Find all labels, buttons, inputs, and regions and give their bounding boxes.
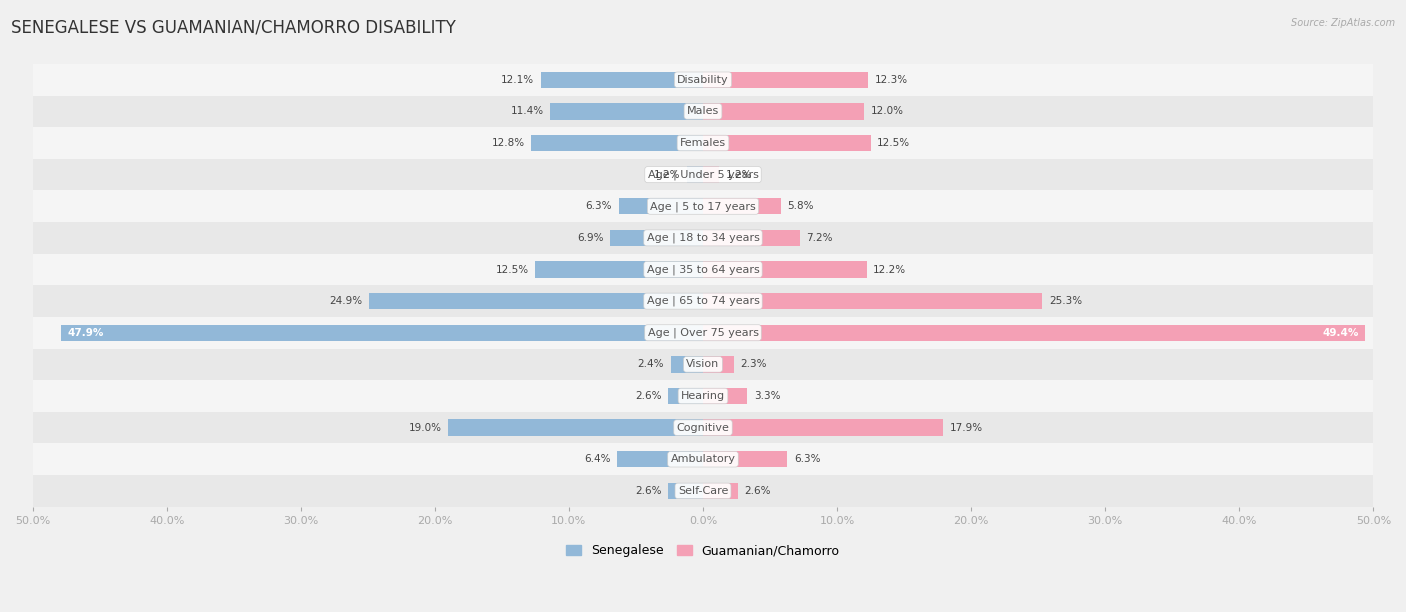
Bar (32, 444, 1374, 475)
Bar (703, 72, 868, 88)
Bar (32, 127, 1374, 159)
Bar (32, 190, 1374, 222)
Text: Females: Females (681, 138, 725, 148)
Text: Ambulatory: Ambulatory (671, 454, 735, 465)
Bar (688, 166, 703, 183)
Bar (32, 159, 1374, 190)
Bar (32, 349, 1374, 380)
Text: 2.6%: 2.6% (636, 486, 661, 496)
Text: Age | 65 to 74 years: Age | 65 to 74 years (647, 296, 759, 307)
Text: Vision: Vision (686, 359, 720, 370)
Bar (703, 293, 1042, 309)
Bar (32, 475, 1374, 507)
Text: 2.6%: 2.6% (636, 391, 661, 401)
Bar (703, 451, 787, 468)
Text: 2.6%: 2.6% (745, 486, 770, 496)
Bar (610, 230, 703, 246)
Bar (60, 324, 703, 341)
Bar (703, 388, 747, 404)
Bar (619, 198, 703, 214)
Text: 6.9%: 6.9% (578, 233, 603, 243)
Text: Self-Care: Self-Care (678, 486, 728, 496)
Bar (32, 380, 1374, 412)
Bar (668, 483, 703, 499)
Text: Disability: Disability (678, 75, 728, 85)
Text: 2.4%: 2.4% (637, 359, 664, 370)
Text: 11.4%: 11.4% (510, 106, 544, 116)
Bar (703, 103, 863, 119)
Bar (32, 254, 1374, 285)
Text: 2.3%: 2.3% (741, 359, 768, 370)
Bar (617, 451, 703, 468)
Text: Age | Under 5 years: Age | Under 5 years (648, 170, 758, 180)
Bar (703, 166, 718, 183)
Text: 1.2%: 1.2% (654, 170, 681, 180)
Text: 1.2%: 1.2% (725, 170, 752, 180)
Bar (32, 64, 1374, 95)
Text: SENEGALESE VS GUAMANIAN/CHAMORRO DISABILITY: SENEGALESE VS GUAMANIAN/CHAMORRO DISABIL… (11, 18, 456, 36)
Text: 5.8%: 5.8% (787, 201, 814, 211)
Text: 19.0%: 19.0% (409, 423, 441, 433)
Text: Cognitive: Cognitive (676, 423, 730, 433)
Text: 12.2%: 12.2% (873, 264, 907, 275)
Text: Source: ZipAtlas.com: Source: ZipAtlas.com (1291, 18, 1395, 28)
Bar (671, 356, 703, 373)
Text: 12.5%: 12.5% (877, 138, 911, 148)
Text: 7.2%: 7.2% (806, 233, 832, 243)
Bar (703, 198, 780, 214)
Bar (703, 324, 1365, 341)
Bar (668, 388, 703, 404)
Text: 6.4%: 6.4% (583, 454, 610, 465)
Text: 17.9%: 17.9% (949, 423, 983, 433)
Bar (541, 72, 703, 88)
Text: 6.3%: 6.3% (585, 201, 612, 211)
Bar (703, 261, 866, 278)
Bar (32, 317, 1374, 349)
Bar (550, 103, 703, 119)
Bar (32, 412, 1374, 444)
Bar (531, 135, 703, 151)
Text: 12.1%: 12.1% (501, 75, 534, 85)
Text: 12.5%: 12.5% (495, 264, 529, 275)
Text: 3.3%: 3.3% (754, 391, 780, 401)
Text: 12.0%: 12.0% (870, 106, 904, 116)
Bar (703, 230, 800, 246)
Text: 24.9%: 24.9% (329, 296, 363, 306)
Text: Hearing: Hearing (681, 391, 725, 401)
Bar (703, 483, 738, 499)
Text: Males: Males (688, 106, 718, 116)
Text: Age | 5 to 17 years: Age | 5 to 17 years (650, 201, 756, 212)
Text: 12.8%: 12.8% (492, 138, 524, 148)
Bar (32, 285, 1374, 317)
Bar (370, 293, 703, 309)
Text: 12.3%: 12.3% (875, 75, 908, 85)
Bar (449, 419, 703, 436)
Bar (703, 356, 734, 373)
Bar (32, 95, 1374, 127)
Text: 49.4%: 49.4% (1322, 328, 1358, 338)
Text: Age | 35 to 64 years: Age | 35 to 64 years (647, 264, 759, 275)
Legend: Senegalese, Guamanian/Chamorro: Senegalese, Guamanian/Chamorro (561, 539, 845, 562)
Bar (32, 222, 1374, 254)
Bar (536, 261, 703, 278)
Text: 6.3%: 6.3% (794, 454, 821, 465)
Bar (703, 135, 870, 151)
Bar (703, 419, 943, 436)
Text: 47.9%: 47.9% (67, 328, 104, 338)
Text: 25.3%: 25.3% (1049, 296, 1083, 306)
Text: Age | Over 75 years: Age | Over 75 years (648, 327, 758, 338)
Text: Age | 18 to 34 years: Age | 18 to 34 years (647, 233, 759, 243)
